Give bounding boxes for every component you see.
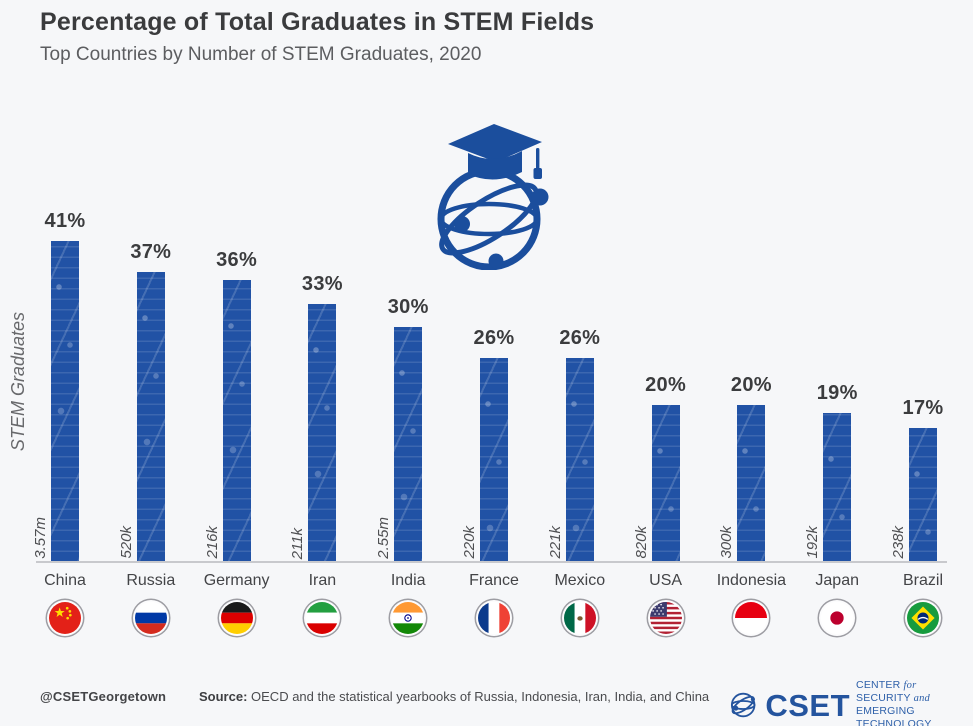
country-label: USA <box>649 572 683 589</box>
bar-column-russia: 37% 520k Russia <box>108 110 194 670</box>
bar-column-iran: 33% 211k Iran <box>279 110 365 670</box>
bar-column-indonesia: 20% 300k Indonesia <box>708 110 794 670</box>
count-label: 221k <box>546 526 564 559</box>
bar-column-india: 30% 2.55m India <box>365 110 451 670</box>
flag-usa-icon <box>649 602 682 634</box>
bar-iran <box>308 304 337 561</box>
bar-column-mexico: 26% 221k Mexico <box>537 110 623 670</box>
bar-column-brazil: 17% 238k Brazil <box>880 110 966 670</box>
flag-brazil-icon <box>907 602 939 634</box>
flag-mexico-icon <box>563 602 596 634</box>
tagline-text: and <box>913 693 931 705</box>
page-title: Percentage of Total Graduates in STEM Fi… <box>40 8 595 36</box>
count-label: 216k <box>203 526 221 559</box>
country-label: India <box>390 572 426 589</box>
count-label: 3.57m <box>32 517 49 559</box>
bar-france <box>480 358 508 561</box>
bar-column-france: 26% 220k France <box>451 110 537 670</box>
count-label: 192k <box>804 526 822 559</box>
x-axis-baseline <box>36 561 947 563</box>
bar-germany <box>222 280 251 561</box>
pct-label: 17% <box>902 397 944 419</box>
count-label: 220k <box>461 526 478 559</box>
pct-label: 26% <box>559 327 601 349</box>
cset-globe-icon <box>730 693 756 718</box>
social-handle: @CSETGeorgetown <box>40 689 167 704</box>
logo-tagline: CENTER for SECURITY and EMERGING TECHNOL… <box>856 679 973 726</box>
bar-mexico <box>565 358 594 561</box>
count-label: 520k <box>117 526 135 559</box>
count-label: 300k <box>718 526 736 559</box>
source-text: OECD and the statistical yearbooks of Ru… <box>247 689 710 704</box>
source-note: Source: OECD and the statistical yearboo… <box>199 689 709 704</box>
tagline-text: SECURITY <box>856 692 914 705</box>
country-label: Germany <box>203 572 270 589</box>
bar-column-china: 41% 3.57m China <box>22 110 108 670</box>
country-label: China <box>44 572 86 589</box>
country-label: France <box>469 572 519 589</box>
pct-label: 30% <box>387 296 429 318</box>
graduation-cap-globe-icon <box>437 124 549 270</box>
country-label: Brazil <box>902 572 943 589</box>
tagline-text: CENTER <box>856 679 904 691</box>
page-subtitle: Top Countries by Number of STEM Graduate… <box>40 44 482 65</box>
pct-label: 36% <box>216 249 258 271</box>
flag-iran-icon <box>306 602 339 634</box>
flag-france-icon <box>478 602 510 634</box>
bar-usa <box>651 405 680 561</box>
count-label: 238k <box>890 526 907 559</box>
country-label: Iran <box>308 572 337 589</box>
bar-india <box>394 327 423 561</box>
country-label: Japan <box>815 572 859 589</box>
pct-label: 37% <box>130 241 172 263</box>
count-label: 820k <box>632 526 650 559</box>
pct-label: 20% <box>645 374 687 396</box>
flag-germany-icon <box>220 602 253 634</box>
tagline-text: EMERGING TECHNOLOGY <box>856 705 932 726</box>
bar-column-usa: 20% 820k USA <box>623 110 709 670</box>
cset-logo: CSET CENTER for SECURITY and EMERGING TE… <box>727 679 973 726</box>
flag-japan-icon <box>821 602 854 634</box>
flag-indonesia-icon <box>735 602 768 634</box>
tagline-text: for <box>903 680 917 691</box>
country-label: Russia <box>126 572 176 589</box>
country-label: Mexico <box>554 572 606 589</box>
bar-china <box>51 241 79 561</box>
source-label: Source: <box>199 689 248 704</box>
bar-japan <box>823 413 852 561</box>
flag-russia-icon <box>134 602 167 634</box>
bar-column-japan: 19% 192k Japan <box>794 110 880 670</box>
pct-label: 26% <box>473 327 515 349</box>
country-label: Indonesia <box>716 572 787 589</box>
logo-acronym: CSET <box>765 687 851 723</box>
flag-china-icon <box>49 602 81 634</box>
bar-russia <box>136 272 165 561</box>
pct-label: 33% <box>301 273 343 295</box>
count-label: 211k <box>289 527 307 559</box>
bar-indonesia <box>737 405 766 561</box>
bar-brazil <box>909 428 937 561</box>
pct-label: 19% <box>816 382 858 404</box>
bar-column-germany: 36% 216k Germany <box>194 110 280 670</box>
count-label: 2.55m <box>375 517 393 559</box>
pct-label: 41% <box>44 210 86 232</box>
pct-label: 20% <box>730 374 772 396</box>
flag-india-icon <box>392 602 425 634</box>
